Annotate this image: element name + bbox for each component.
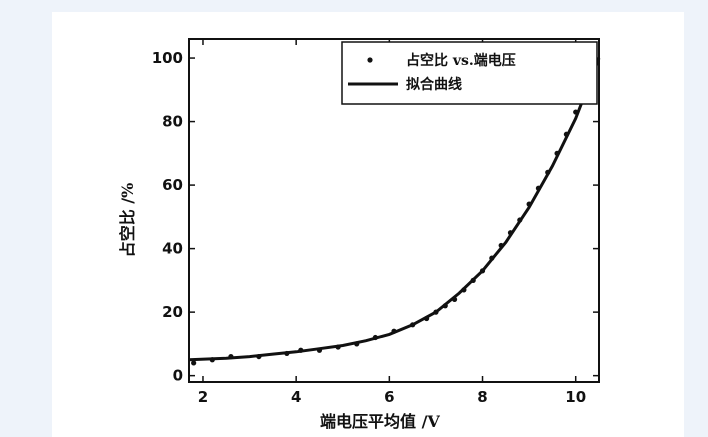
data-point (535, 185, 542, 191)
data-point (573, 109, 579, 115)
data-point (391, 328, 397, 334)
data-points-layer (191, 58, 597, 366)
figure-panel: 2 4 6 8 10 0 20 40 60 80 100 占空比 vs.端电压 拟合曲线 (52, 12, 684, 437)
data-point (316, 347, 323, 353)
data-point (470, 277, 476, 283)
x-tick-label: 2 (198, 388, 208, 406)
legend-box (341, 41, 598, 105)
data-point (372, 334, 378, 341)
y-tick-label: 20 (162, 303, 183, 321)
data-point (191, 360, 197, 366)
data-point (545, 169, 551, 175)
y-tick-label: 60 (162, 176, 183, 194)
x-axis-label: 端电压平均值 /V (320, 412, 440, 431)
data-point (489, 255, 495, 261)
y-tick-label: 100 (152, 49, 183, 67)
data-point (284, 350, 290, 357)
data-point (461, 287, 467, 293)
axes (188, 38, 600, 383)
y-tick-label: 0 (173, 367, 183, 385)
data-point (554, 150, 560, 156)
data-point (507, 230, 514, 236)
y-tick-label: 40 (162, 240, 183, 258)
data-point (256, 353, 262, 360)
fit-curve (188, 57, 601, 362)
data-point (209, 357, 215, 363)
plot-frame (188, 38, 600, 383)
data-point (228, 353, 234, 360)
data-point (479, 268, 486, 274)
x-tick-label: 4 (291, 388, 301, 406)
data-point (354, 341, 360, 347)
fit-curve-layer (188, 57, 601, 362)
legend-label-points: 占空比 vs.端电压 (406, 52, 516, 69)
x-tick-label: 6 (384, 388, 394, 406)
data-point (442, 303, 448, 309)
data-point (335, 344, 341, 350)
data-point (410, 322, 416, 328)
data-point (517, 217, 523, 223)
data-point (563, 131, 569, 137)
y-tick-label: 80 (162, 113, 183, 131)
data-point (298, 347, 304, 353)
data-point (451, 296, 458, 303)
y-axis-label: 占空比 /% (118, 182, 137, 258)
legend-marker (367, 57, 373, 63)
data-point (433, 309, 439, 315)
data-point (424, 315, 430, 322)
data-point (498, 242, 504, 249)
legend-label-fit: 拟合曲线 (406, 76, 462, 93)
x-tick-label: 10 (565, 388, 586, 406)
data-point (526, 201, 532, 207)
x-tick-label: 8 (477, 388, 487, 406)
